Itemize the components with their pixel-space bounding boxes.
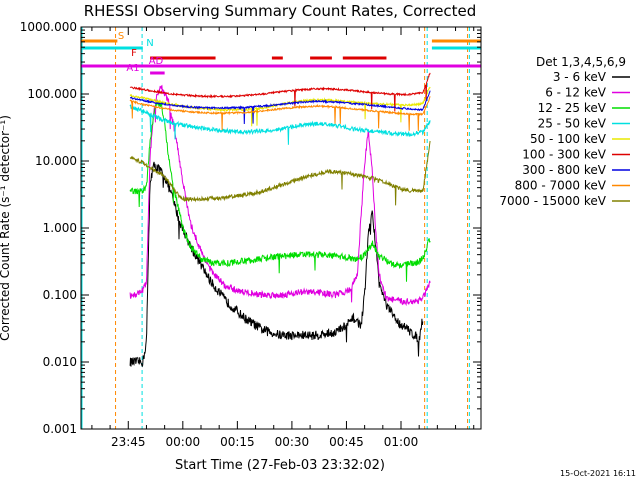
y-tick-label: 1.000: [43, 221, 77, 235]
series-line-7000-15000-keV: [129, 140, 431, 206]
x-tick-label: 00:00: [166, 435, 201, 449]
footer-date: 15-Oct-2021 16:11: [560, 469, 636, 478]
x-axis-label: Start Time (27-Feb-03 23:32:02): [175, 458, 385, 473]
x-tick-label: 00:30: [275, 435, 310, 449]
chart-title: RHESSI Observing Summary Count Rates, Co…: [84, 2, 477, 20]
x-tick-label: 00:45: [329, 435, 364, 449]
x-tick-label: 01:00: [384, 435, 419, 449]
flag-label-AD: AD: [149, 56, 164, 67]
series-line-300-800-keV: [129, 90, 431, 125]
y-tick-label: 0.010: [43, 355, 77, 369]
flag-label-F: F: [131, 48, 137, 59]
series-line-3-6-keV: [129, 161, 424, 368]
x-tick-label: 23:45: [111, 435, 146, 449]
y-tick-label: 100.000: [27, 87, 77, 101]
series-line-12-25-keV: [129, 99, 431, 282]
flag-label-S: S: [118, 31, 124, 42]
flag-label-N: N: [146, 38, 153, 49]
legend-label: 100 - 300 keV: [522, 148, 606, 162]
legend-label: 50 - 100 keV: [530, 132, 607, 146]
legend-label: 7000 - 15000 keV: [499, 194, 606, 208]
legend-label: 300 - 800 keV: [522, 163, 606, 177]
legend-label: 6 - 12 keV: [545, 86, 607, 100]
legend-label: 3 - 6 keV: [553, 70, 607, 84]
y-tick-label: 0.001: [43, 422, 77, 436]
x-tick-label: 00:15: [220, 435, 255, 449]
series-line-25-50-keV: [129, 104, 431, 145]
y-axis-label: Corrected Count Rate (s⁻¹ detector⁻¹): [0, 115, 12, 341]
series-line-6-12-keV: [129, 84, 431, 307]
flag-label-A1: A1: [126, 63, 139, 74]
y-tick-label: 1000.000: [20, 20, 77, 34]
legend-title: Det 1,3,4,5,6,9: [536, 55, 626, 69]
legend-label: 800 - 7000 keV: [515, 179, 607, 193]
plot-area: S NF AD A1 0.001 0.010 0.100 1.000 10.000 100.000…: [20, 20, 482, 449]
y-tick-label: 0.100: [43, 288, 77, 302]
series-line-800-7000-keV: [129, 96, 431, 132]
legend-label: 12 - 25 keV: [538, 101, 607, 115]
legend-label: 25 - 50 keV: [538, 117, 607, 131]
y-tick-label: 10.000: [35, 154, 77, 168]
series-line-100-300-keV: [129, 72, 431, 112]
